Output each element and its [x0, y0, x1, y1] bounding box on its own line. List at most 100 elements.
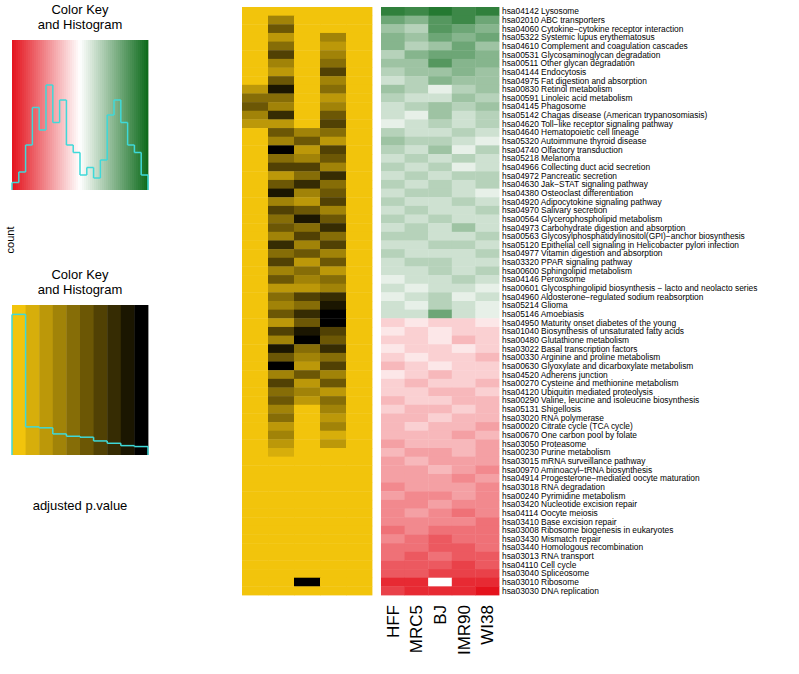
- histogram-riser: [52, 428, 54, 434]
- heatmap-cell: [242, 448, 268, 457]
- heatmap-cell: [475, 50, 499, 59]
- heatmap-cell: [320, 76, 346, 85]
- heatmap-cell: [346, 258, 372, 267]
- heatmap-cell: [346, 344, 372, 353]
- histogram-step: [128, 144, 135, 146]
- heatmap-cell: [428, 137, 452, 146]
- heatmap-cell: [346, 275, 372, 284]
- heatmap-cell: [320, 448, 346, 457]
- heatmap-cell: [242, 102, 268, 111]
- heatmap-cell: [452, 50, 476, 59]
- heatmap-cell: [320, 336, 346, 345]
- histogram-step: [134, 446, 148, 448]
- heatmap-cell: [268, 318, 294, 327]
- heatmap-cell: [475, 336, 499, 345]
- heatmap-cell: [452, 578, 476, 587]
- heatmap-cell: [428, 569, 452, 578]
- heatmap-cell: [268, 206, 294, 215]
- heatmap-cell: [405, 413, 429, 422]
- heatmap-cell: [320, 68, 346, 77]
- heatmap-cell: [405, 362, 429, 371]
- histogram-step: [121, 122, 128, 124]
- heatmap-cell: [346, 387, 372, 396]
- histogram-riser: [127, 123, 129, 146]
- heatmap-cell: [475, 586, 499, 595]
- heatmap-cell: [428, 197, 452, 206]
- heatmap-cell: [475, 370, 499, 379]
- heatmap-cell: [294, 370, 320, 379]
- heatmap-cell: [294, 171, 320, 180]
- heatmap-cell: [381, 284, 405, 293]
- heatmap-cell: [294, 448, 320, 457]
- heatmap-cell: [294, 578, 320, 587]
- heatmap-cell: [346, 422, 372, 431]
- histogram-riser: [59, 100, 61, 123]
- heatmap-cell: [381, 154, 405, 163]
- heatmap-cell: [428, 128, 452, 137]
- heatmap-cell: [268, 292, 294, 301]
- heatmap-cell: [294, 457, 320, 466]
- heatmap-cell: [294, 327, 320, 336]
- heatmap-cell: [381, 76, 405, 85]
- heatmap-cell: [268, 163, 294, 172]
- heatmap-cell: [294, 465, 320, 474]
- heatmap-cell: [346, 284, 372, 293]
- heatmap-cell: [381, 16, 405, 25]
- heatmap-cell: [346, 249, 372, 258]
- heatmap-cell: [268, 439, 294, 448]
- heatmap-cell: [268, 362, 294, 371]
- heatmap-cell: [405, 145, 429, 154]
- heatmap-cell: [452, 353, 476, 362]
- heatmap-cell: [428, 189, 452, 198]
- heatmap-cell: [294, 500, 320, 509]
- heatmap-cell: [346, 431, 372, 440]
- heatmap-cell: [405, 189, 429, 198]
- heatmap-cell: [294, 422, 320, 431]
- heatmap-cell: [346, 379, 372, 388]
- heatmap-cell: [452, 379, 476, 388]
- heatmap-cell: [320, 327, 346, 336]
- heatmap-cell: [346, 362, 372, 371]
- heatmap-cell: [428, 7, 452, 16]
- heatmap-cell: [381, 7, 405, 16]
- heatmap-cell: [452, 163, 476, 172]
- heatmap-cell: [428, 413, 452, 422]
- histogram-riser: [134, 145, 136, 153]
- heatmap-cell: [405, 76, 429, 85]
- heatmap-cell: [381, 292, 405, 301]
- heatmap-cell: [405, 154, 429, 163]
- heatmap-cell: [268, 534, 294, 543]
- heatmap-cell: [242, 474, 268, 483]
- heatmap-cell: [294, 552, 320, 561]
- heatmap-cell: [381, 180, 405, 189]
- heatmap-cell: [405, 102, 429, 111]
- heatmap-cell: [294, 586, 320, 595]
- score-heatmap: [381, 7, 499, 595]
- heatmap-cell: [294, 431, 320, 440]
- heatmap-cell: [381, 483, 405, 492]
- heatmap-cell: [346, 59, 372, 68]
- heatmap-cell: [242, 249, 268, 258]
- heatmap-cell: [268, 266, 294, 275]
- heatmap-cell: [475, 266, 499, 275]
- heatmap-cell: [475, 578, 499, 587]
- heatmap-cell: [294, 405, 320, 414]
- heatmap-cell: [475, 128, 499, 137]
- heatmap-cell: [405, 284, 429, 293]
- heatmap-cell: [294, 353, 320, 362]
- heatmap-cell: [405, 292, 429, 301]
- heatmap-cell: [381, 362, 405, 371]
- color-key-title: and Histogram: [38, 17, 123, 32]
- heatmap-cell: [268, 543, 294, 552]
- heatmap-cell: [268, 457, 294, 466]
- heatmap-cell: [475, 569, 499, 578]
- heatmap-cell: [268, 405, 294, 414]
- heatmap-cell: [320, 33, 346, 42]
- heatmap-cell: [268, 448, 294, 457]
- heatmap-cell: [405, 275, 429, 284]
- heatmap-cell: [381, 370, 405, 379]
- heatmap-cell: [320, 439, 346, 448]
- heatmap-cell: [294, 474, 320, 483]
- heatmap-cell: [452, 534, 476, 543]
- heatmap-cell: [405, 396, 429, 405]
